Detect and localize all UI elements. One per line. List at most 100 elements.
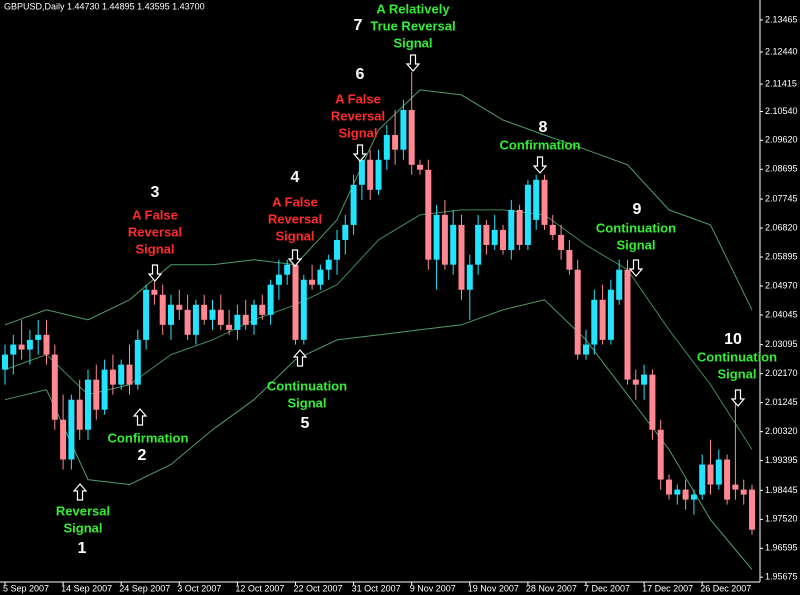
candle-body <box>682 489 689 500</box>
signal-arrow <box>287 249 303 267</box>
annotation-number: 2 <box>138 447 147 464</box>
candle-body <box>68 399 75 460</box>
annotation-text: Signal <box>393 35 432 50</box>
annotation-text: Confirmation <box>108 430 189 445</box>
candle-body <box>76 399 83 430</box>
candle-body <box>549 224 556 235</box>
candle-body <box>334 239 340 260</box>
candle-body <box>184 309 191 335</box>
candle-body <box>674 489 681 495</box>
candle-body <box>524 184 531 245</box>
annotation-text: Signal <box>135 241 174 256</box>
annotation-text: Continuation <box>596 220 676 235</box>
bollinger-band <box>4 89 753 326</box>
candle-body <box>109 369 116 385</box>
candle-body <box>450 224 457 265</box>
candle-body <box>342 224 349 240</box>
candle-body <box>666 479 672 495</box>
annotation-number: 4 <box>291 169 300 186</box>
candle-body <box>60 419 67 460</box>
x-tick-label: 7 Dec 2007 <box>584 583 630 593</box>
candle-body <box>516 209 523 245</box>
candle-body <box>201 304 208 320</box>
x-tick-label: 12 Oct 2007 <box>235 583 284 593</box>
annotation-text: Continuation <box>267 378 347 393</box>
candle-body <box>715 459 722 485</box>
annotation-text: Signal <box>275 228 314 243</box>
annotation-number: 5 <box>301 415 310 432</box>
candle-body <box>26 339 33 350</box>
candle-body <box>118 364 125 385</box>
x-tick-label: 5 Sep 2007 <box>3 583 49 593</box>
y-tick-label: 1.97520 <box>765 514 798 524</box>
signal-arrow <box>132 408 148 426</box>
y-tick-label: 1.98445 <box>765 485 798 495</box>
x-tick-label: 9 Nov 2007 <box>410 583 456 593</box>
candle-body <box>657 429 664 480</box>
candle-body <box>226 324 233 330</box>
candle-body <box>574 269 581 355</box>
candle-body <box>51 354 58 420</box>
candle-body <box>275 274 282 285</box>
candle-body <box>43 334 50 355</box>
y-tick-label: 2.02170 <box>765 368 798 378</box>
candle-body <box>309 279 316 285</box>
x-tick-label: 22 Oct 2007 <box>294 583 343 593</box>
candle-body <box>732 484 739 490</box>
y-tick-label: 2.09620 <box>765 135 798 145</box>
candle-body <box>690 494 697 500</box>
annotation-number: 10 <box>724 331 742 348</box>
candle-body <box>392 135 399 150</box>
signal-arrow <box>72 483 88 501</box>
y-tick-label: 2.04045 <box>765 309 798 319</box>
candle-body <box>168 304 174 325</box>
candle-body <box>267 284 274 315</box>
candle-body <box>151 289 158 295</box>
y-tick-label: 2.03095 <box>765 339 798 349</box>
candle-body <box>400 109 407 150</box>
candle-body <box>10 344 17 355</box>
candle-body <box>624 269 631 380</box>
signal-arrow <box>147 264 163 282</box>
candle-body <box>425 169 432 260</box>
y-tick-label: 2.10540 <box>765 106 798 116</box>
annotation-text: Signal <box>717 366 756 381</box>
candle-body <box>433 214 440 260</box>
x-tick-label: 28 Nov 2007 <box>526 583 577 593</box>
candle-body <box>458 224 465 290</box>
y-tick-label: 1.95675 <box>765 572 798 582</box>
candle-body <box>641 374 648 385</box>
y-tick-label: 2.00320 <box>765 426 798 436</box>
candle-body <box>740 489 747 495</box>
candle-body <box>533 179 540 220</box>
candle-body <box>408 109 415 165</box>
x-tick-label: 14 Sep 2007 <box>61 583 112 593</box>
y-tick-label: 2.08695 <box>765 164 798 174</box>
candle-body <box>2 354 8 370</box>
annotation-number: 7 <box>354 17 363 34</box>
candle-body <box>217 309 224 325</box>
x-tick-label: 19 Nov 2007 <box>468 583 519 593</box>
x-tick-label: 3 Oct 2007 <box>177 583 221 593</box>
candle-body <box>566 249 573 270</box>
y-tick-label: 2.04970 <box>765 280 798 290</box>
candle-body <box>159 294 166 325</box>
candle-body <box>350 184 357 225</box>
candle-body <box>93 379 100 410</box>
y-tick-label: 2.01245 <box>765 397 798 407</box>
annotation-number: 9 <box>633 201 642 218</box>
annotation-text: True Reversal <box>370 18 455 33</box>
annotation-text: Reversal <box>128 224 182 239</box>
candle-body <box>126 364 133 385</box>
annotation-text: Signal <box>338 125 377 140</box>
candle-body <box>367 159 374 190</box>
annotation-number: 3 <box>151 184 160 201</box>
signal-arrow <box>352 144 368 162</box>
signal-arrow <box>532 156 548 174</box>
annotation-number: 1 <box>78 540 87 557</box>
annotation-text: Signal <box>63 520 102 535</box>
annotation-text: Reversal <box>56 503 110 518</box>
candle-body <box>292 264 299 340</box>
x-tick-label: 17 Dec 2007 <box>642 583 693 593</box>
